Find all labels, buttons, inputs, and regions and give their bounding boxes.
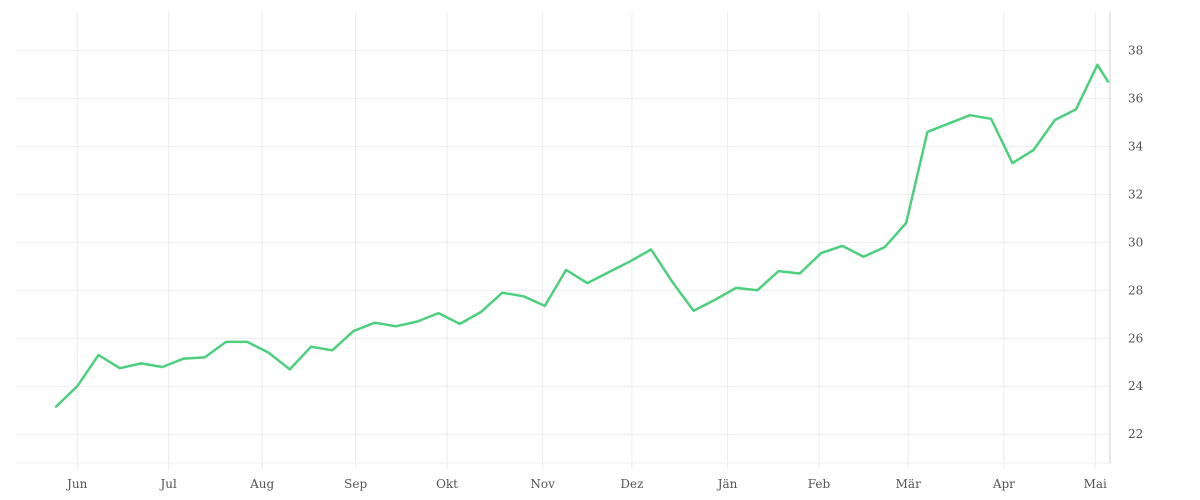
- x-tick-label: Jän: [716, 477, 738, 491]
- x-tick-label: Jul: [158, 477, 177, 491]
- series-line-0: [54, 63, 1110, 408]
- x-tick-label: Feb: [808, 477, 831, 491]
- y-tick-label: 30: [1128, 235, 1143, 249]
- horizontal-gridlines: [16, 49, 1110, 464]
- y-tick-label: 36: [1128, 91, 1143, 105]
- x-tick-label: Dez: [620, 477, 643, 491]
- y-tick-label: 32: [1128, 187, 1143, 201]
- y-tick-label: 28: [1128, 283, 1143, 297]
- x-tick-label: Jun: [65, 477, 88, 491]
- y-axis-tick-labels: 22 24 26 28 30 32 34 36 38: [1128, 43, 1144, 441]
- y-tick-label: 22: [1128, 427, 1143, 441]
- vertical-gridlines: [76, 12, 1096, 469]
- x-tick-label: Mai: [1084, 477, 1107, 491]
- x-tick-label: Apr: [992, 477, 1015, 491]
- x-tick-label: Nov: [530, 477, 555, 491]
- y-tick-label: 34: [1128, 139, 1144, 153]
- x-axis-tick-labels: Jun Jul Aug Sep Okt Nov Dez Jän Feb Mär Apr Mai: [65, 477, 1107, 491]
- y-tick-label: 38: [1128, 43, 1143, 57]
- x-tick-label: Mär: [896, 477, 921, 491]
- y-tick-label: 26: [1128, 331, 1143, 345]
- x-tick-label: Aug: [249, 477, 274, 491]
- x-tick-label: Sep: [344, 477, 367, 491]
- y-tick-label: 24: [1128, 379, 1144, 393]
- x-tick-label: Okt: [436, 477, 458, 491]
- series-layer: [54, 63, 1110, 408]
